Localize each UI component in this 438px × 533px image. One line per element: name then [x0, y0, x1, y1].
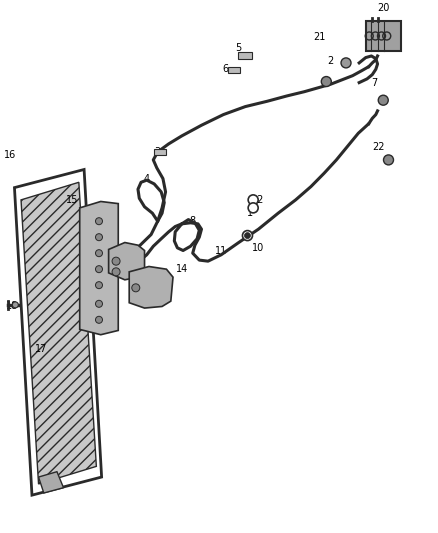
Text: 4: 4 — [144, 174, 150, 183]
Text: 15: 15 — [66, 195, 78, 205]
Text: 12: 12 — [252, 195, 265, 205]
Text: 1: 1 — [247, 208, 253, 218]
Bar — [238, 52, 252, 59]
Bar — [228, 67, 240, 72]
Bar — [154, 149, 166, 155]
Circle shape — [112, 257, 120, 265]
Circle shape — [95, 265, 102, 273]
Circle shape — [248, 203, 258, 213]
Bar — [366, 21, 401, 51]
Text: 21: 21 — [314, 33, 326, 42]
Circle shape — [95, 281, 102, 289]
Text: 20: 20 — [377, 3, 389, 13]
Text: 2: 2 — [328, 56, 334, 66]
Text: 7: 7 — [371, 78, 378, 87]
Circle shape — [112, 268, 120, 276]
Circle shape — [244, 232, 251, 239]
Text: 17: 17 — [35, 344, 48, 354]
Circle shape — [243, 231, 252, 240]
Circle shape — [95, 233, 102, 241]
Circle shape — [321, 77, 331, 86]
Text: 10: 10 — [252, 243, 265, 253]
Circle shape — [378, 95, 388, 105]
Polygon shape — [39, 472, 64, 493]
Text: 18: 18 — [6, 302, 18, 311]
Text: 6: 6 — [223, 64, 229, 74]
Text: 13: 13 — [149, 280, 162, 290]
Circle shape — [12, 302, 18, 308]
Circle shape — [95, 217, 102, 225]
Polygon shape — [129, 266, 173, 308]
Text: 5: 5 — [236, 43, 242, 53]
Circle shape — [248, 195, 258, 205]
Text: 16: 16 — [4, 150, 16, 159]
Text: 8: 8 — [190, 216, 196, 226]
Circle shape — [95, 249, 102, 257]
Text: 14: 14 — [176, 264, 188, 274]
Circle shape — [95, 316, 102, 324]
Text: 9: 9 — [109, 270, 115, 279]
Text: 11: 11 — [215, 246, 227, 255]
Circle shape — [341, 58, 351, 68]
Circle shape — [384, 155, 393, 165]
Polygon shape — [109, 243, 145, 280]
Text: 22: 22 — [373, 142, 385, 151]
Text: 19: 19 — [373, 30, 385, 39]
Polygon shape — [80, 201, 118, 335]
Text: 3: 3 — [155, 147, 161, 157]
Text: 12: 12 — [101, 216, 113, 226]
Circle shape — [132, 284, 140, 292]
Polygon shape — [21, 182, 96, 484]
Circle shape — [95, 300, 102, 308]
